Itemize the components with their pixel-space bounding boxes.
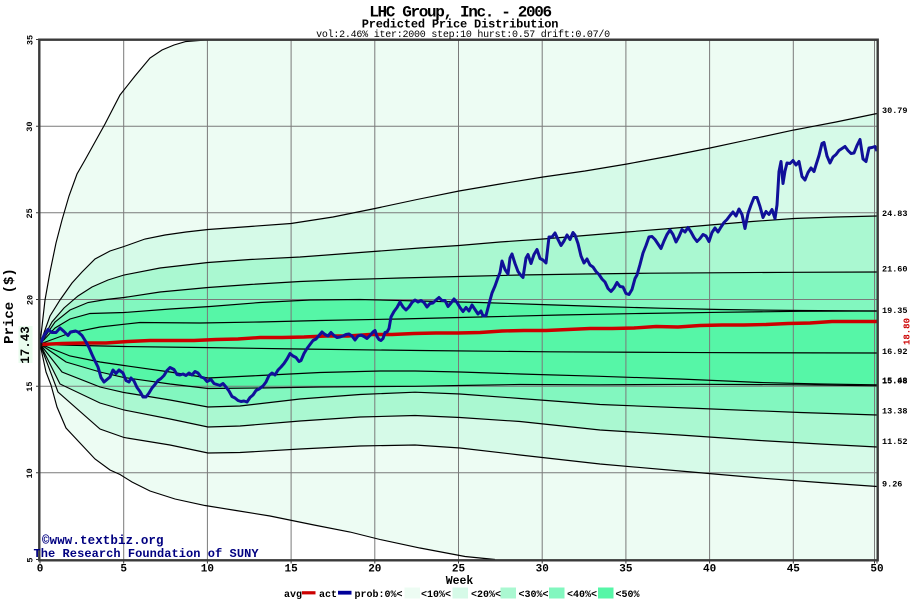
svg-text:<30%<: <30%< — [519, 590, 549, 600]
svg-text:11.52: 11.52 — [882, 437, 908, 447]
svg-text:16.92: 16.92 — [882, 347, 908, 357]
svg-text:30: 30 — [536, 564, 549, 576]
svg-text:24.83: 24.83 — [882, 209, 908, 219]
svg-text:©www.textbiz.org: ©www.textbiz.org — [42, 534, 164, 548]
svg-text:5: 5 — [120, 564, 127, 576]
svg-text:20: 20 — [368, 564, 381, 576]
svg-text:10: 10 — [25, 468, 35, 478]
svg-text:prob:0%<: prob:0%< — [355, 589, 403, 600]
svg-text:<50%: <50% — [616, 590, 640, 600]
svg-text:avg: avg — [284, 590, 302, 600]
svg-text:18.80: 18.80 — [902, 318, 912, 345]
svg-text:5: 5 — [25, 557, 35, 562]
svg-text:9.26: 9.26 — [882, 479, 902, 489]
svg-text:<40%<: <40%< — [567, 590, 597, 600]
svg-text:10: 10 — [201, 564, 214, 576]
svg-text:35: 35 — [619, 564, 633, 576]
svg-text:40: 40 — [703, 564, 716, 576]
svg-text:0: 0 — [37, 564, 44, 576]
svg-text:19.35: 19.35 — [882, 306, 908, 316]
svg-text:15.48: 15.48 — [882, 376, 908, 386]
svg-text:13.38: 13.38 — [882, 406, 908, 416]
svg-text:21.60: 21.60 — [882, 264, 908, 274]
svg-text:LHC Group, Inc. - 2006: LHC Group, Inc. - 2006 — [369, 4, 551, 22]
svg-text:act: act — [319, 590, 337, 600]
svg-text:35: 35 — [25, 35, 35, 45]
svg-text:30: 30 — [25, 122, 35, 132]
svg-text:The Research Foundation of SUN: The Research Foundation of SUNY — [34, 547, 260, 561]
svg-text:25: 25 — [25, 208, 35, 218]
svg-text:<10%<: <10%< — [421, 590, 451, 600]
svg-text:15: 15 — [25, 382, 35, 392]
svg-text:15: 15 — [284, 564, 298, 576]
svg-text:Predicted Price Distribution: Predicted Price Distribution — [362, 18, 559, 32]
svg-text:50: 50 — [870, 564, 883, 576]
svg-text:vol:2.46% iter:2000 step:10 hu: vol:2.46% iter:2000 step:10 hurst:0.57 d… — [316, 29, 610, 41]
svg-text:15.08: 15.08 — [882, 376, 908, 386]
svg-text:<20%<: <20%< — [471, 590, 501, 600]
svg-text:25: 25 — [452, 564, 466, 576]
svg-text:30.79: 30.79 — [882, 106, 908, 116]
svg-text:Week: Week — [446, 575, 474, 588]
svg-text:45: 45 — [787, 564, 801, 576]
svg-text:Price ($): Price ($) — [2, 268, 18, 344]
svg-text:17.43: 17.43 — [19, 326, 33, 364]
svg-text:20: 20 — [25, 295, 35, 305]
